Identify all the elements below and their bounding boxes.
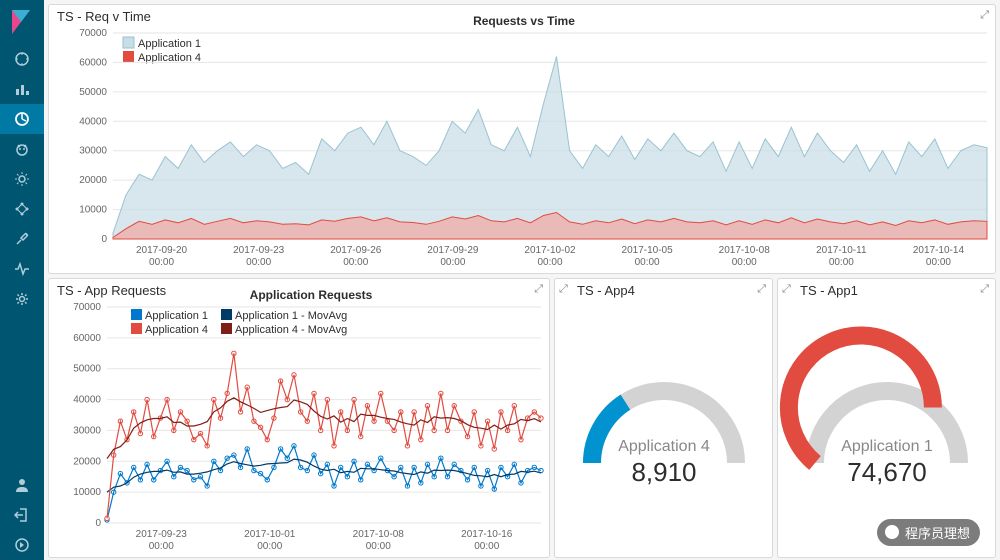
svg-text:50000: 50000: [79, 87, 107, 98]
svg-text:40000: 40000: [79, 116, 107, 127]
expand-icon[interactable]: ⤢: [757, 283, 766, 296]
svg-text:00:00: 00:00: [732, 257, 757, 268]
svg-text:70000: 70000: [73, 302, 101, 313]
svg-text:00:00: 00:00: [474, 541, 499, 552]
svg-text:40000: 40000: [73, 395, 101, 406]
dashboard-grid: TS - Req v Time ⤢ Requests vs TimeApplic…: [44, 0, 1000, 560]
nav-management-icon[interactable]: [0, 284, 44, 314]
expand-icon[interactable]: ⤢: [559, 283, 568, 296]
svg-text:30000: 30000: [79, 146, 107, 157]
svg-text:10000: 10000: [79, 205, 107, 216]
nav-user-icon[interactable]: [0, 470, 44, 500]
svg-text:2017-10-08: 2017-10-08: [353, 529, 405, 540]
svg-text:2017-09-20: 2017-09-20: [136, 245, 188, 256]
svg-text:2017-10-02: 2017-10-02: [524, 245, 576, 256]
svg-text:Application 1: Application 1: [841, 438, 933, 455]
svg-text:00:00: 00:00: [149, 257, 174, 268]
svg-text:10000: 10000: [73, 487, 101, 498]
panel-req-v-time: TS - Req v Time ⤢ Requests vs TimeApplic…: [48, 4, 996, 274]
panel-app-requests: TS - App Requests ⤢ Application Requests…: [48, 278, 550, 558]
nav-timelion-icon[interactable]: [0, 134, 44, 164]
svg-text:60000: 60000: [79, 57, 107, 68]
svg-text:Application 1: Application 1: [145, 310, 208, 322]
svg-text:00:00: 00:00: [343, 257, 368, 268]
nav-visualize-icon[interactable]: [0, 74, 44, 104]
area-chart: Requests vs TimeApplication 1Application…: [51, 11, 997, 275]
svg-text:8,910: 8,910: [631, 457, 696, 487]
svg-text:70000: 70000: [79, 28, 107, 39]
svg-text:Application 1 - MovAvg: Application 1 - MovAvg: [235, 310, 347, 322]
svg-text:2017-10-01: 2017-10-01: [244, 529, 296, 540]
svg-text:00:00: 00:00: [257, 541, 282, 552]
watermark-badge: 程序员理想: [877, 519, 980, 546]
svg-text:50000: 50000: [73, 364, 101, 375]
svg-text:2017-10-05: 2017-10-05: [622, 245, 674, 256]
svg-text:Requests vs Time: Requests vs Time: [473, 14, 575, 28]
svg-text:00:00: 00:00: [829, 257, 854, 268]
svg-text:Application 4: Application 4: [145, 324, 208, 336]
panel-gauge-app1: ⤢ TS - App1 ⤢ Application 1 74,670: [777, 278, 996, 558]
nav-devtools-icon[interactable]: [0, 224, 44, 254]
gauge-chart: Application 1 74,670: [778, 303, 996, 553]
svg-text:20000: 20000: [79, 175, 107, 186]
svg-text:Application Requests: Application Requests: [250, 288, 373, 302]
svg-text:0: 0: [101, 234, 107, 245]
svg-text:74,670: 74,670: [847, 457, 927, 487]
nav-monitoring-icon[interactable]: [0, 254, 44, 284]
svg-text:00:00: 00:00: [926, 257, 951, 268]
svg-text:0: 0: [95, 518, 101, 529]
svg-text:00:00: 00:00: [366, 541, 391, 552]
svg-text:Application 1: Application 1: [138, 38, 201, 50]
svg-text:00:00: 00:00: [635, 257, 660, 268]
svg-text:2017-09-29: 2017-09-29: [427, 245, 479, 256]
svg-text:2017-09-23: 2017-09-23: [136, 529, 188, 540]
line-chart: Application Requests Application 1 Applica…: [51, 285, 549, 559]
sidebar: [0, 0, 44, 560]
svg-text:00:00: 00:00: [440, 257, 465, 268]
nav-logout-icon[interactable]: [0, 500, 44, 530]
svg-text:00:00: 00:00: [149, 541, 174, 552]
svg-text:2017-09-26: 2017-09-26: [330, 245, 382, 256]
svg-text:2017-10-16: 2017-10-16: [461, 529, 513, 540]
panel-title: TS - App4: [577, 283, 635, 298]
svg-text:2017-10-11: 2017-10-11: [816, 245, 867, 256]
svg-text:Application 4 - MovAvg: Application 4 - MovAvg: [235, 324, 347, 336]
panel-title: TS - App1: [800, 283, 858, 298]
svg-text:20000: 20000: [73, 456, 101, 467]
expand-icon[interactable]: ⤢: [980, 283, 989, 296]
svg-text:2017-10-08: 2017-10-08: [719, 245, 771, 256]
panel-gauge-app4: ⤢ TS - App4 ⤢ Application 4 8,910: [554, 278, 773, 558]
nav-discover-icon[interactable]: [0, 44, 44, 74]
svg-text:30000: 30000: [73, 425, 101, 436]
svg-text:2017-10-14: 2017-10-14: [913, 245, 965, 256]
nav-dashboard-icon[interactable]: [0, 104, 44, 134]
expand-icon[interactable]: ⤢: [782, 283, 791, 296]
svg-text:60000: 60000: [73, 333, 101, 344]
svg-text:Application 4: Application 4: [618, 438, 710, 455]
gauge-chart: Application 4 8,910: [555, 303, 773, 553]
nav-graph-icon[interactable]: [0, 194, 44, 224]
kibana-logo[interactable]: [0, 0, 44, 44]
svg-text:00:00: 00:00: [537, 257, 562, 268]
nav-collapse-icon[interactable]: [0, 530, 44, 560]
nav-apm-icon[interactable]: [0, 164, 44, 194]
svg-text:2017-09-23: 2017-09-23: [233, 245, 285, 256]
svg-text:00:00: 00:00: [246, 257, 271, 268]
